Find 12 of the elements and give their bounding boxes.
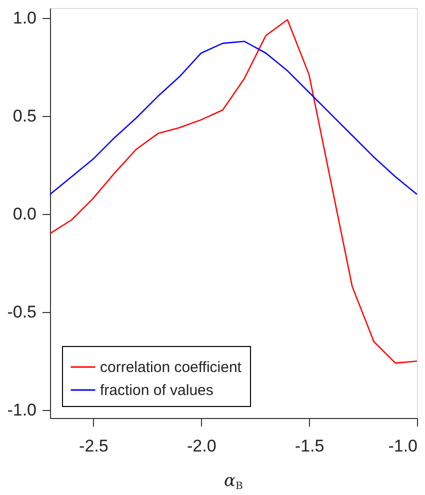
y-tick-label: -0.5 (7, 302, 36, 322)
x-tick-label: -2.0 (186, 436, 216, 456)
y-tick-label: -1.0 (7, 400, 36, 420)
legend-label: fraction of values (100, 382, 214, 399)
y-tick-label: 1.0 (12, 8, 36, 28)
line-series (49, 40, 418, 196)
y-tick-label: 0.5 (12, 106, 36, 126)
x-tick-label: -1.0 (388, 436, 418, 456)
y-tick-label: 0.0 (12, 204, 36, 224)
x-tick-label: -1.5 (294, 436, 324, 456)
legend-label: correlation coefficient (100, 359, 242, 376)
x-tick-label: -2.5 (79, 436, 108, 456)
